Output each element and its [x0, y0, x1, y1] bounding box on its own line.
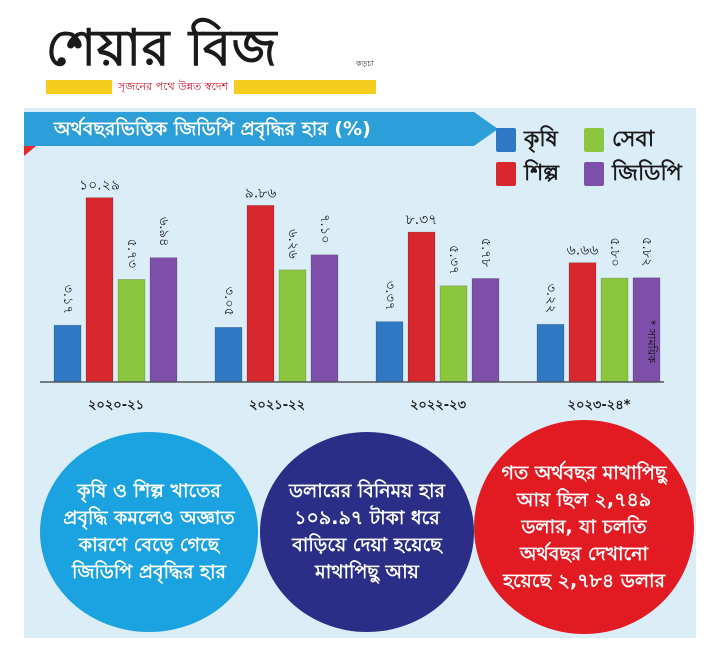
data-label-agriculture: ৩.৩৭	[382, 281, 397, 311]
legend-swatch-gdp	[584, 162, 604, 186]
newspaper-logo: শেয়ার বিজ	[46, 18, 278, 77]
x-tick-label: ২০২৩-২৪*	[568, 398, 631, 413]
bar-services	[439, 285, 468, 383]
footnote-provisional: * সাময়িক	[645, 320, 658, 363]
bar-industry	[407, 231, 436, 383]
legend-label-agriculture: কৃষি	[524, 126, 558, 152]
bar-gdp	[632, 277, 661, 383]
bar-industry	[85, 197, 114, 383]
bar-gdp	[149, 257, 178, 383]
bar-agriculture	[53, 324, 82, 383]
data-label-industry: ৮.৩৭	[406, 212, 438, 228]
data-label-industry: ৯.৮৬	[245, 185, 277, 201]
callout-text-growth: কৃষি ও শিল্প খাতের প্রবৃদ্ধি কমলেও অজ্ঞা…	[63, 480, 235, 583]
x-tick-label: ২০২২-২৩	[410, 398, 467, 413]
data-label-gdp: ৫.৮২	[639, 237, 654, 266]
bar-gdp	[471, 278, 500, 383]
chart-title-band: অর্থবছরভিত্তিক জিডিপি প্রবৃদ্ধির হার (%)	[24, 112, 498, 146]
bar-industry	[568, 262, 597, 383]
legend-label-industry: শিল্প	[524, 160, 560, 186]
callout-bubble-growth: কৃষি ও শিল্প খাতের প্রবৃদ্ধি কমলেও অজ্ঞা…	[40, 432, 258, 632]
data-label-agriculture: ৩.০৫	[221, 287, 236, 316]
data-label-services: ৫.৮০	[607, 237, 622, 266]
data-label-gdp: ৬.৯৪	[156, 217, 171, 246]
callout-bubble-exchange-rate: ডলারের বিনিময় হার ১০৯.৯৭ টাকা ধরে বাড়ি…	[260, 432, 474, 632]
legend-swatch-industry	[496, 162, 516, 186]
tagline: সৃজনের পথে উন্নত স্বদেশ	[112, 79, 235, 95]
data-label-industry: ১০.২৯	[79, 178, 120, 194]
data-label-gdp: ৭.১০	[317, 214, 332, 243]
red-corner-decoration	[24, 146, 36, 156]
x-tick-label: ২০২১-২২	[249, 398, 305, 413]
legend-label-services: সেবা	[612, 126, 655, 152]
bar-services	[117, 279, 146, 383]
legend-item-gdp: জিডিপি	[584, 160, 682, 188]
legend-item-services: সেবা	[584, 126, 654, 154]
callout-bubble-per-capita: গত অর্থবছর মাথাপিছু আয় ছিল ২,৭৪৯ ডলার, …	[474, 420, 694, 634]
data-label-services: ৬.২৬	[285, 229, 300, 259]
callout-text-per-capita: গত অর্থবছর মাথাপিছু আয় ছিল ২,৭৪৯ ডলার, …	[501, 461, 667, 592]
data-label-services: ৫.৭৩	[124, 239, 139, 268]
bar-agriculture	[536, 324, 565, 383]
chart-legend: কৃষি সেবা শিল্প জিডিপি	[496, 124, 696, 194]
logo-suffix: কড়চা	[356, 59, 374, 68]
bar-agriculture	[214, 327, 243, 383]
legend-swatch-services	[584, 128, 604, 152]
legend-label-gdp: জিডিপি	[612, 160, 682, 186]
bar-industry	[246, 205, 275, 383]
callout-text-exchange-rate: ডলারের বিনিময় হার ১০৯.৯৭ টাকা ধরে বাড়ি…	[289, 480, 445, 583]
legend-swatch-agriculture	[496, 128, 516, 152]
x-tick-label: ২০২০-২১	[88, 398, 144, 413]
bar-services	[278, 269, 307, 383]
data-label-gdp: ৫.৭৮	[478, 238, 493, 268]
legend-item-industry: শিল্প	[496, 160, 559, 188]
data-label-agriculture: ৩.১৭	[60, 284, 75, 313]
bar-agriculture	[375, 321, 404, 383]
chart-title: অর্থবছরভিত্তিক জিডিপি প্রবৃদ্ধির হার (%)	[54, 118, 371, 140]
bar-services	[600, 277, 629, 383]
data-label-industry: ৬.৬৬	[567, 243, 599, 259]
bar-gdp	[310, 254, 339, 383]
legend-item-agriculture: কৃষি	[496, 126, 558, 154]
masthead: শেয়ার বিজ কড়চা সৃজনের পথে উন্নত স্বদেশ	[40, 18, 380, 98]
data-label-agriculture: ৩.২২	[543, 284, 558, 314]
data-label-services: ৫.৩৭	[446, 245, 461, 274]
